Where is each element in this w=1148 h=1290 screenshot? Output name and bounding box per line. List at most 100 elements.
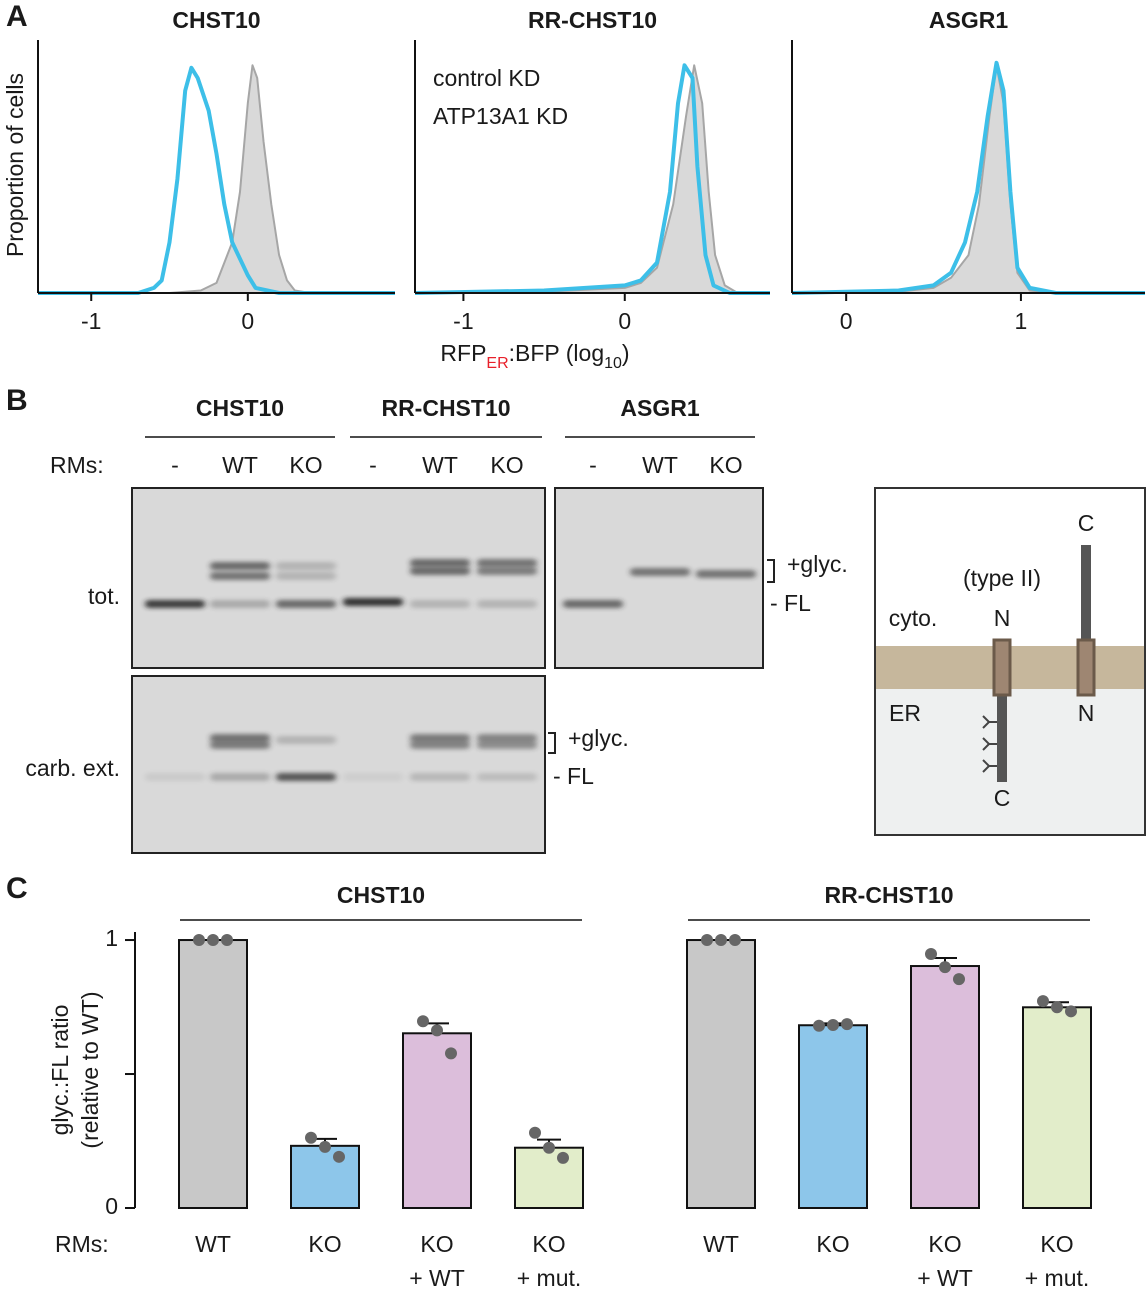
gel-band [410, 600, 470, 608]
data-point [701, 934, 713, 947]
diagram-label: cyto. [889, 605, 938, 631]
data-point [715, 934, 727, 947]
data-point [431, 1024, 443, 1037]
gel-band [276, 600, 336, 608]
group-label: CHST10 [196, 395, 284, 421]
gel-band [343, 773, 403, 781]
data-point [557, 1151, 569, 1164]
area [415, 65, 770, 293]
gel-band [276, 773, 336, 781]
chart-title: CHST10 [172, 7, 260, 33]
data-point [193, 934, 205, 947]
chart-title: ASGR1 [929, 7, 1008, 33]
x-tick-label: KO [816, 1231, 849, 1257]
lane-label: - [589, 452, 597, 478]
y-axis-label: (relative to WT) [77, 991, 103, 1148]
x-tick-label: 0 [241, 308, 254, 334]
diagram [874, 487, 1146, 836]
data-point [939, 961, 951, 974]
group-label: ASGR1 [620, 395, 699, 421]
x-tick-label: KO [1040, 1231, 1073, 1257]
x-tick-label: + mut. [1025, 1265, 1090, 1290]
gel [131, 487, 546, 669]
gel-band [477, 559, 537, 567]
data-point [1037, 995, 1049, 1008]
band-label: - FL [553, 763, 594, 789]
gel-band [276, 572, 336, 580]
data-point [1065, 1005, 1077, 1018]
gel-band [343, 598, 403, 606]
curve [414, 63, 770, 295]
gels [131, 487, 775, 854]
curve [38, 64, 395, 294]
gel-band [477, 600, 537, 608]
x-tick-label: + WT [409, 1265, 465, 1290]
curve [38, 65, 395, 295]
curve [414, 64, 770, 294]
diagram-label: C [1078, 510, 1095, 536]
gel-band [276, 562, 336, 570]
gel-band [210, 734, 270, 742]
gel-band [477, 567, 537, 575]
gel-band [410, 559, 470, 567]
x-axis-label-part: ) [622, 340, 630, 366]
row-label: tot. [88, 583, 120, 609]
data-point [729, 934, 741, 947]
gel-band [563, 600, 623, 608]
row-label: carb. ext. [25, 755, 120, 781]
y-axis-label: Proportion of cells [2, 73, 28, 257]
x-axis-label-part: ER [486, 355, 508, 372]
data-point [529, 1126, 541, 1139]
gel-band [145, 773, 205, 781]
panel-label: B [6, 384, 28, 417]
gel-band [696, 570, 756, 578]
data-point [827, 1018, 839, 1031]
gel-band [145, 600, 205, 608]
gel [131, 675, 546, 854]
gel-band [276, 736, 336, 744]
x-tick-label: 0 [840, 308, 853, 334]
lane-label: WT [422, 452, 458, 478]
data-point [1051, 1001, 1063, 1014]
x-tick-label: -1 [453, 308, 473, 334]
data-point [445, 1047, 457, 1060]
bar [290, 1144, 360, 1209]
band-label: +glyc. [568, 725, 629, 751]
x-tick-label: 1 [1015, 308, 1028, 334]
gel-band [630, 568, 690, 576]
x-tick-label: 0 [618, 308, 631, 334]
y-tick-label: 1 [105, 925, 118, 951]
x-tick-label: KO [532, 1231, 565, 1257]
gel-band [477, 741, 537, 749]
diagram-label: C [994, 785, 1011, 811]
data-point [543, 1141, 555, 1154]
bar [1022, 1006, 1092, 1209]
data-point [841, 1018, 853, 1031]
chart-title: RR-CHST10 [528, 7, 657, 33]
lane-label: - [171, 452, 179, 478]
gel-band [477, 773, 537, 781]
bar [798, 1024, 868, 1209]
x-tick-label: WT [703, 1231, 739, 1257]
glycan [982, 715, 997, 773]
gel-band [210, 741, 270, 749]
data-point [319, 1140, 331, 1153]
lane-label: KO [709, 452, 742, 478]
lane-label: WT [642, 452, 678, 478]
chart-title: CHST10 [337, 882, 425, 908]
y-axis-label: glyc.:FL ratio [47, 1005, 73, 1136]
lane-label: KO [289, 452, 322, 478]
gel-band [410, 773, 470, 781]
data-point [417, 1015, 429, 1028]
area [38, 65, 395, 293]
data-point [305, 1131, 317, 1144]
x-tick-label: KO [308, 1231, 341, 1257]
x-tick-label: KO [928, 1231, 961, 1257]
bar [514, 1146, 584, 1210]
tm-domain [1076, 638, 1096, 697]
x-tick-label: -1 [81, 308, 101, 334]
band-label: +glyc. [787, 551, 848, 577]
bar [178, 939, 248, 1209]
gel-band [410, 741, 470, 749]
